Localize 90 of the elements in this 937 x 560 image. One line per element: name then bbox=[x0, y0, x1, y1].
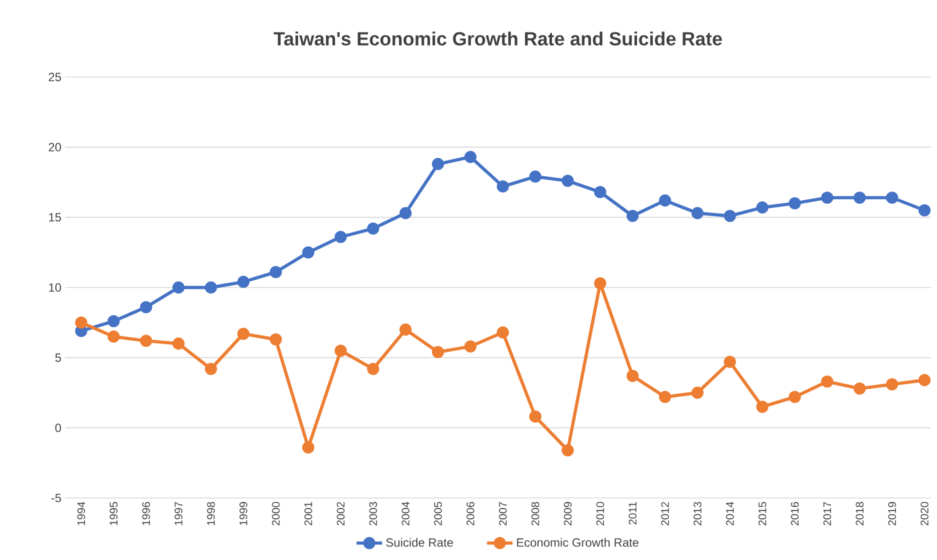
point bbox=[562, 174, 574, 187]
y-tick-label: 0 bbox=[55, 424, 62, 432]
x-tick-label: 1994 bbox=[77, 502, 86, 526]
x-tick-label: 2006 bbox=[466, 502, 474, 526]
point bbox=[237, 276, 250, 288]
point bbox=[75, 316, 88, 329]
point bbox=[108, 315, 120, 328]
point bbox=[432, 346, 444, 358]
point bbox=[496, 180, 509, 193]
point bbox=[918, 204, 931, 216]
x-tick-label: 1998 bbox=[207, 502, 215, 526]
point bbox=[302, 441, 314, 454]
x-tick-label: 1997 bbox=[174, 502, 182, 526]
point bbox=[658, 194, 672, 207]
point bbox=[886, 192, 898, 204]
x-tick-label: 2004 bbox=[402, 502, 410, 526]
x-tick-label: 2003 bbox=[369, 502, 378, 526]
point bbox=[854, 382, 866, 395]
point bbox=[172, 338, 185, 350]
x-tick-label: 2013 bbox=[694, 502, 702, 526]
point bbox=[334, 344, 347, 357]
y-tick-label: -5 bbox=[51, 494, 61, 502]
point bbox=[204, 362, 218, 375]
chart-title: Taiwan's Economic Growth Rate and Suicide Rate bbox=[274, 32, 722, 46]
x-tick-label: 2007 bbox=[499, 502, 507, 526]
x-tick-label: 1995 bbox=[110, 502, 118, 526]
point bbox=[172, 281, 185, 294]
x-tick-label: 2018 bbox=[856, 502, 864, 526]
point bbox=[918, 374, 931, 386]
point bbox=[854, 192, 866, 204]
point bbox=[788, 197, 801, 210]
point bbox=[496, 326, 509, 338]
point bbox=[399, 207, 412, 220]
x-tick-label: 2001 bbox=[304, 502, 312, 526]
point bbox=[140, 301, 152, 314]
x-tick-label: 2010 bbox=[596, 502, 604, 526]
point bbox=[724, 210, 736, 222]
point bbox=[626, 370, 639, 382]
point bbox=[302, 246, 314, 258]
x-tick-label: 2005 bbox=[434, 502, 442, 526]
point bbox=[237, 328, 250, 340]
point bbox=[691, 207, 704, 220]
point bbox=[367, 362, 380, 375]
point bbox=[756, 201, 768, 214]
point bbox=[788, 390, 801, 404]
point bbox=[562, 444, 574, 456]
point bbox=[140, 334, 152, 347]
legend-label: Economic Growth Rate bbox=[517, 538, 638, 547]
legend-label: Suicide Rate bbox=[386, 538, 453, 547]
y-tick-label: 20 bbox=[48, 142, 62, 152]
x-tick-label: 2015 bbox=[758, 502, 766, 526]
x-tick-label: 2009 bbox=[564, 502, 572, 526]
x-tick-label: 2002 bbox=[336, 502, 345, 526]
point bbox=[594, 277, 606, 290]
point bbox=[658, 390, 672, 404]
point bbox=[529, 170, 542, 183]
x-tick-label: 2014 bbox=[726, 502, 734, 526]
point bbox=[724, 356, 736, 368]
point bbox=[594, 186, 606, 198]
point bbox=[204, 281, 218, 294]
point bbox=[626, 210, 639, 222]
point bbox=[334, 230, 347, 244]
x-tick-label: 2008 bbox=[531, 502, 540, 526]
point bbox=[756, 400, 768, 413]
x-tick-label: 2017 bbox=[823, 502, 832, 526]
y-tick-label: 5 bbox=[55, 354, 61, 362]
y-tick-label: 10 bbox=[49, 283, 62, 292]
point bbox=[821, 375, 834, 388]
point bbox=[108, 330, 120, 343]
point bbox=[529, 410, 542, 423]
y-tick-label: 25 bbox=[48, 72, 61, 82]
x-tick-label: 1999 bbox=[240, 502, 248, 526]
x-tick-label: 2000 bbox=[272, 502, 280, 526]
point bbox=[886, 378, 898, 390]
point bbox=[691, 386, 704, 399]
point bbox=[464, 150, 477, 164]
x-tick-label: 2020 bbox=[920, 502, 928, 526]
x-tick-label: 2012 bbox=[661, 502, 669, 526]
x-tick-label: 1996 bbox=[142, 502, 150, 526]
point bbox=[821, 192, 834, 204]
y-tick-label: 15 bbox=[49, 213, 61, 222]
point bbox=[432, 158, 444, 170]
x-tick-label: 2019 bbox=[888, 502, 896, 526]
x-tick-label: 2016 bbox=[790, 502, 799, 526]
point bbox=[464, 340, 477, 353]
point bbox=[367, 222, 380, 235]
point bbox=[270, 333, 282, 346]
point bbox=[399, 324, 412, 336]
x-tick-label: 2011 bbox=[628, 502, 636, 525]
point bbox=[270, 266, 282, 278]
